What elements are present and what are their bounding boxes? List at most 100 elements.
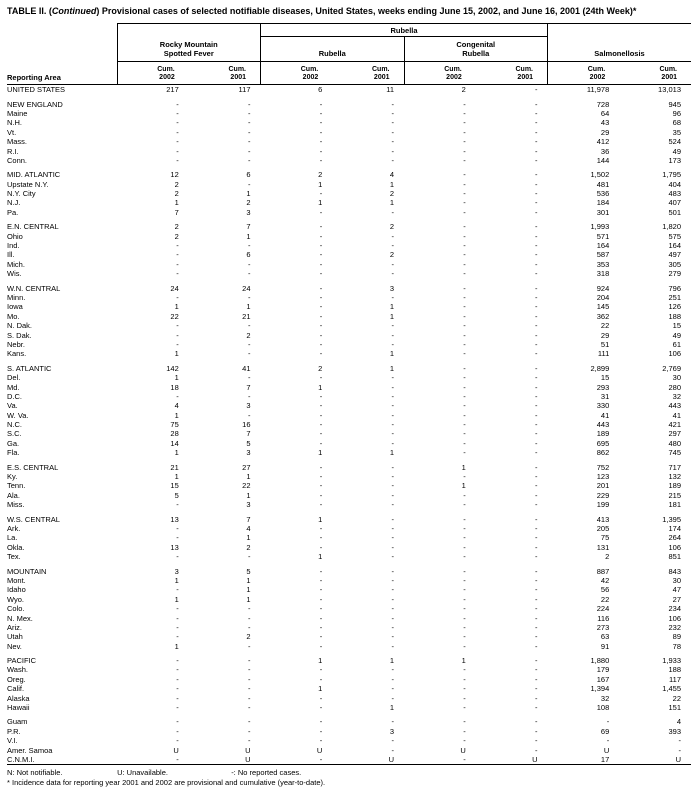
value-cell: U — [603, 745, 610, 755]
reporting-area-cell: D.C. — [7, 391, 22, 401]
value-cell: 1 — [389, 703, 394, 713]
value-cell: - — [319, 189, 323, 199]
value-cell: - — [319, 674, 323, 684]
value-cell: - — [535, 622, 538, 632]
value-cell: 2 — [605, 552, 610, 562]
table-row: Wis. - - - - - - 318 279 — [7, 269, 691, 278]
value-cell: - — [535, 330, 538, 340]
value-cell: - — [248, 127, 251, 137]
table-row: Mont. 1 1 - - - - 42 30 — [7, 576, 691, 585]
value-cell: 7 — [246, 382, 251, 392]
reporting-area-cell: Kans. — [7, 349, 27, 359]
value-cell: - — [463, 339, 466, 349]
rubella-span-header: Rubella — [260, 23, 548, 37]
value-cell: - — [176, 137, 179, 147]
value-cell: - — [535, 108, 538, 118]
value-cell: - — [535, 656, 538, 666]
table-row: Upstate N.Y. 2 - 1 1 - - 481 404 — [7, 180, 691, 189]
value-cell: 1 — [174, 198, 179, 208]
value-cell: - — [319, 703, 323, 713]
value-cell: 131 — [596, 542, 610, 552]
value-cell: 189 — [596, 429, 610, 439]
reporting-area-cell: Mont. — [7, 575, 26, 585]
value-cell: 2 — [389, 250, 394, 260]
value-cell: - — [319, 622, 323, 632]
table-header: Reporting Area Rubella Rocky Mountain Sp… — [7, 23, 691, 85]
value-cell: 273 — [596, 622, 610, 632]
value-cell: - — [319, 231, 323, 241]
reporting-area-cell: Hawaii — [7, 703, 30, 713]
value-cell: 407 — [668, 198, 681, 208]
value-cell: - — [176, 250, 179, 260]
value-cell: 2 — [461, 85, 466, 95]
table-row: Oreg. - - - - - - 167 117 — [7, 675, 691, 684]
value-cell: 27 — [672, 594, 681, 604]
value-cell: - — [535, 250, 538, 260]
value-cell: - — [463, 330, 466, 340]
value-cell: - — [535, 118, 538, 128]
reporting-area-cell: Tenn. — [7, 481, 26, 491]
value-cell: - — [535, 429, 538, 439]
table-row: Fla. 1 3 1 1 - - 862 745 — [7, 448, 691, 457]
value-cell: - — [319, 311, 323, 321]
value-cell: - — [463, 293, 466, 302]
value-cell: - — [606, 736, 610, 746]
value-cell: - — [319, 302, 323, 312]
value-cell: 1 — [389, 448, 394, 458]
value-cell: - — [535, 585, 538, 595]
reporting-area-cell: W.N. CENTRAL — [7, 283, 61, 293]
value-cell: - — [463, 127, 466, 137]
value-cell: - — [176, 127, 179, 137]
value-cell: U — [173, 745, 179, 755]
reporting-area-cell: Conn. — [7, 155, 28, 165]
value-cell: - — [535, 462, 538, 472]
value-cell: 49 — [672, 146, 681, 156]
table-row: La. - 1 - - - - 75 264 — [7, 533, 691, 542]
value-cell: - — [463, 373, 466, 383]
table-row: N.C. 75 16 - - - - 443 421 — [7, 420, 691, 429]
value-cell: 480 — [668, 438, 681, 448]
table-row: C.N.M.I. - U - U - U 17 U — [7, 755, 691, 765]
value-cell: 6 — [246, 170, 251, 180]
table-row: Amer. Samoa U U U - U - U - — [7, 745, 691, 755]
value-cell: 2 — [389, 189, 394, 199]
value-cell: 181 — [668, 500, 681, 510]
value-cell: - — [463, 283, 466, 293]
table-row: UNITED STATES 217 117 6 11 2 - 11,978 13,013 — [7, 85, 691, 95]
reporting-area-cell: Vt. — [7, 127, 17, 137]
value-cell: - — [176, 736, 179, 746]
table-row: Conn. - - - - - - 144 173 — [7, 156, 691, 165]
value-cell: 30 — [672, 373, 681, 383]
value-cell: 443 — [668, 401, 681, 411]
value-cell: - — [319, 222, 323, 232]
value-cell: 6 — [318, 85, 323, 95]
value-cell: - — [176, 684, 179, 694]
value-cell: - — [391, 108, 395, 118]
value-cell: - — [535, 613, 538, 623]
value-cell: - — [463, 684, 466, 694]
value-cell: - — [319, 613, 323, 623]
value-cell: - — [391, 391, 395, 401]
value-cell: - — [319, 241, 323, 251]
value-cell: - — [319, 410, 323, 420]
value-cell: 1,502 — [590, 170, 610, 180]
reporting-area-cell: MID. ATLANTIC — [7, 170, 61, 180]
value-cell: 41 — [242, 363, 251, 373]
value-cell: - — [463, 542, 466, 552]
value-cell: - — [463, 754, 466, 764]
value-cell: - — [463, 198, 466, 208]
value-cell: - — [176, 656, 179, 666]
value-cell: 251 — [668, 293, 681, 302]
value-cell: - — [319, 137, 323, 147]
year-label: 2002 — [302, 74, 319, 81]
table-row: Ky. 1 1 - - - - 123 132 — [7, 472, 691, 481]
value-cell: 1 — [246, 490, 251, 500]
reporting-area-cell: Iowa — [7, 302, 23, 312]
value-cell: - — [391, 481, 395, 491]
value-cell: - — [248, 99, 251, 109]
value-cell: - — [463, 736, 466, 746]
value-cell: - — [248, 269, 251, 279]
reporting-area-cell: Nev. — [7, 641, 22, 651]
value-cell: - — [391, 429, 395, 439]
value-cell: - — [463, 250, 466, 260]
